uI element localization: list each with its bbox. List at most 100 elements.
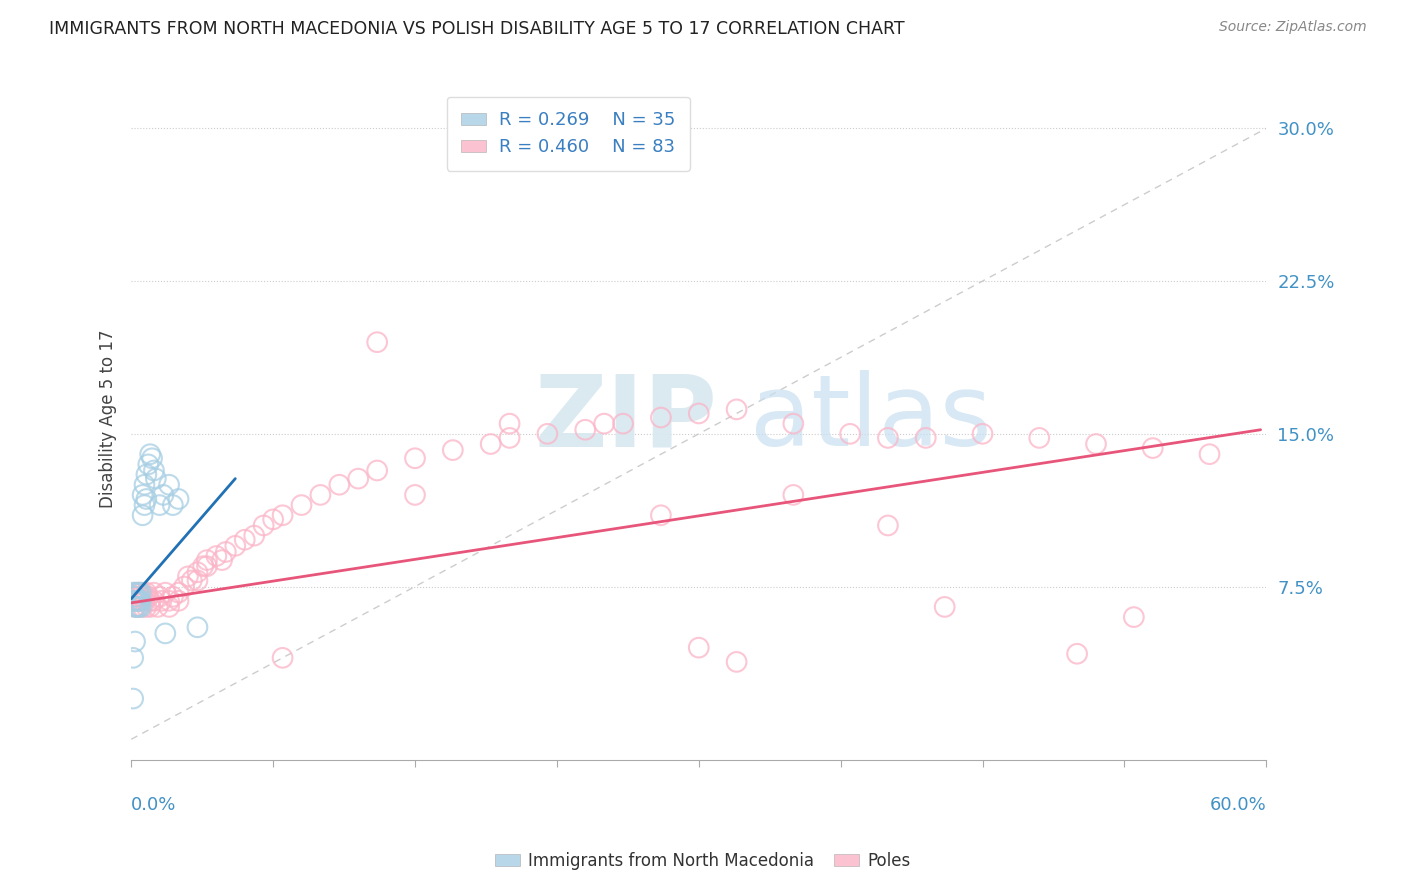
Point (122, 691, 145, 706)
Point (135, 467, 157, 482)
Point (139, 447, 162, 461)
Point (145, 472, 167, 486)
Point (122, 594, 145, 608)
Text: atlas: atlas (749, 370, 991, 467)
Point (150, 594, 173, 608)
Point (134, 590, 156, 604)
Point (224, 539, 246, 553)
Text: ZIP: ZIP (534, 370, 717, 467)
Point (155, 585, 177, 599)
Point (1142, 441, 1164, 455)
Point (195, 559, 218, 574)
Point (135, 585, 157, 599)
Point (180, 574, 202, 588)
Point (205, 549, 228, 563)
Point (934, 599, 956, 614)
Point (309, 488, 332, 502)
Point (149, 498, 172, 512)
Point (134, 498, 156, 512)
Point (124, 590, 146, 604)
Point (479, 437, 502, 451)
Point (129, 594, 152, 608)
Point (129, 594, 152, 608)
Point (782, 488, 804, 502)
Legend: R = 0.269    N = 35, R = 0.460    N = 83: R = 0.269 N = 35, R = 0.460 N = 83 (447, 96, 690, 170)
Point (124, 599, 146, 614)
Point (725, 402, 748, 417)
Point (404, 451, 426, 466)
Point (211, 553, 233, 567)
Point (124, 599, 146, 614)
Point (139, 599, 162, 614)
Point (142, 585, 165, 599)
Point (136, 590, 159, 604)
Point (972, 426, 994, 441)
Point (142, 594, 165, 608)
Point (725, 655, 748, 669)
Text: Source: ZipAtlas.com: Source: ZipAtlas.com (1219, 20, 1367, 34)
Point (155, 626, 177, 640)
Point (141, 451, 163, 466)
Point (1066, 647, 1088, 661)
Point (128, 585, 150, 599)
Point (134, 594, 156, 608)
Point (125, 585, 148, 599)
Point (173, 580, 195, 594)
Point (650, 508, 672, 523)
Point (136, 458, 159, 472)
Point (271, 650, 294, 665)
Point (167, 585, 190, 599)
Point (139, 594, 162, 608)
Point (157, 599, 180, 614)
Point (125, 590, 148, 604)
Point (149, 590, 172, 604)
Point (650, 410, 672, 425)
Point (152, 488, 174, 502)
Point (131, 508, 153, 523)
Point (366, 335, 388, 350)
Text: IMMIGRANTS FROM NORTH MACEDONIA VS POLISH DISABILITY AGE 5 TO 17 CORRELATION CHA: IMMIGRANTS FROM NORTH MACEDONIA VS POLIS… (49, 20, 905, 37)
Point (177, 569, 200, 583)
Text: 0.0%: 0.0% (131, 797, 177, 814)
Point (134, 477, 156, 491)
Point (233, 533, 256, 547)
Point (157, 594, 180, 608)
Point (191, 559, 214, 574)
Point (215, 545, 238, 559)
Point (914, 431, 936, 445)
Point (167, 491, 190, 506)
Point (128, 594, 150, 608)
Point (1198, 447, 1220, 461)
Point (131, 488, 153, 502)
Point (186, 566, 208, 580)
Point (124, 634, 146, 648)
Legend: Immigrants from North Macedonia, Poles: Immigrants from North Macedonia, Poles (488, 846, 918, 877)
Point (128, 585, 150, 599)
Text: 60.0%: 60.0% (1209, 797, 1267, 814)
Point (195, 553, 218, 567)
Point (129, 585, 152, 599)
Point (574, 423, 596, 437)
Point (612, 417, 634, 431)
Point (290, 498, 312, 512)
Point (122, 585, 145, 599)
Point (135, 599, 157, 614)
Point (129, 590, 152, 604)
Point (1028, 431, 1050, 445)
Point (347, 472, 370, 486)
Point (782, 417, 804, 431)
Point (125, 599, 148, 614)
Point (129, 599, 152, 614)
Point (125, 594, 148, 608)
Point (162, 590, 184, 604)
Point (128, 599, 150, 614)
Point (262, 512, 284, 526)
Point (877, 518, 900, 533)
Point (839, 426, 862, 441)
Point (688, 407, 710, 421)
Point (186, 574, 208, 588)
Point (142, 463, 165, 477)
Point (593, 417, 616, 431)
Point (328, 477, 350, 491)
Point (253, 518, 276, 533)
